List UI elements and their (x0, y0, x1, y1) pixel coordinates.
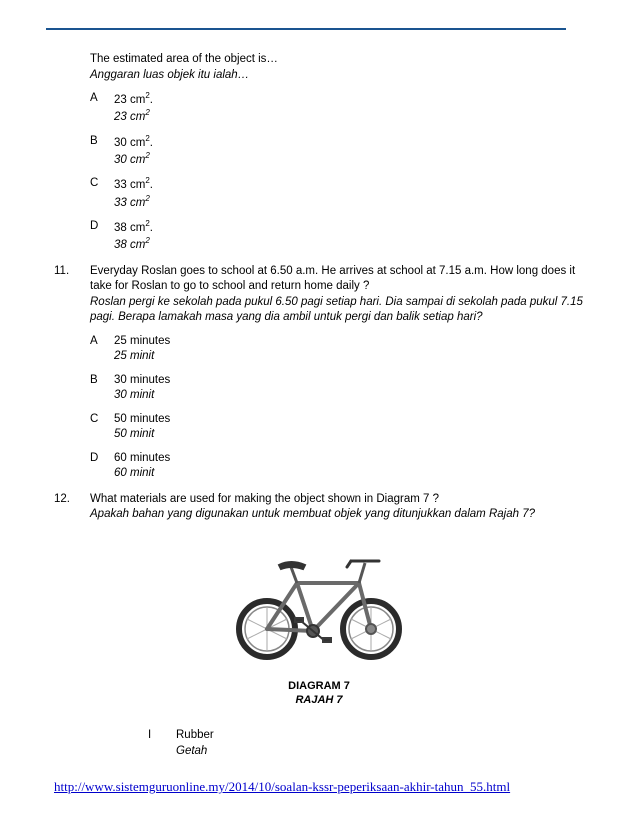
option-letter: A (90, 334, 114, 365)
q11-option: A25 minutes25 minit (90, 334, 584, 365)
option-text-en: 33 cm2. (114, 176, 153, 193)
diagram-label-en: DIAGRAM 7 (54, 679, 584, 694)
q10-block: The estimated area of the object is… Ang… (54, 52, 584, 254)
option-letter: D (90, 451, 114, 482)
q10-stem-ms: Anggaran luas objek itu ialah… (90, 68, 584, 84)
diagram-7 (54, 543, 584, 667)
option-text-ms: 38 cm2 (114, 236, 153, 253)
q12-block: 12. What materials are used for making t… (54, 492, 584, 523)
q10-option: D38 cm2.38 cm2 (90, 219, 584, 254)
q11-option: D60 minutes60 minit (90, 451, 584, 482)
q11-stem-en: Everyday Roslan goes to school at 6.50 a… (90, 264, 584, 295)
q12-option-i-letter: I (148, 728, 176, 759)
option-text-ms: 23 cm2 (114, 108, 153, 125)
q12-option-i: I Rubber Getah (148, 728, 584, 759)
option-text-ms: 50 minit (114, 427, 170, 443)
option-letter: C (90, 176, 114, 211)
q11-block: 11. Everyday Roslan goes to school at 6.… (54, 264, 584, 490)
option-letter: B (90, 373, 114, 404)
option-text-en: 30 cm2. (114, 134, 153, 151)
q11-options: A25 minutes25 minitB30 minutes30 minitC5… (54, 334, 584, 482)
top-rule (46, 28, 566, 30)
q11-option: B30 minutes30 minit (90, 373, 584, 404)
option-text-en: 23 cm2. (114, 91, 153, 108)
option-text-ms: 30 cm2 (114, 151, 153, 168)
option-letter: C (90, 412, 114, 443)
option-text-en: 50 minutes (114, 412, 170, 428)
option-letter: D (90, 219, 114, 254)
q10-stem-en: The estimated area of the object is… (90, 52, 584, 68)
footer-link[interactable]: http://www.sistemguruonline.my/2014/10/s… (54, 778, 510, 796)
q11-option: C50 minutes50 minit (90, 412, 584, 443)
option-text-en: 25 minutes (114, 334, 170, 350)
q12-stem-en: What materials are used for making the o… (90, 492, 584, 508)
option-text-en: 30 minutes (114, 373, 170, 389)
option-text-ms: 25 minit (114, 349, 170, 365)
q12-stem-ms: Apakah bahan yang digunakan untuk membua… (90, 507, 584, 523)
option-letter: A (90, 91, 114, 126)
q10-option: A23 cm2.23 cm2 (90, 91, 584, 126)
q10-option: C33 cm2.33 cm2 (90, 176, 584, 211)
q12-option-i-ms: Getah (176, 744, 214, 760)
option-text-ms: 60 minit (114, 466, 170, 482)
q10-option: B30 cm2.30 cm2 (90, 134, 584, 169)
q11-stem-ms: Roslan pergi ke sekolah pada pukul 6.50 … (90, 295, 584, 326)
bicycle-icon (219, 543, 419, 661)
option-text-ms: 30 minit (114, 388, 170, 404)
option-text-en: 38 cm2. (114, 219, 153, 236)
q10-options: A23 cm2.23 cm2B30 cm2.30 cm2C33 cm2.33 c… (54, 91, 584, 254)
option-letter: B (90, 134, 114, 169)
q12-number: 12. (54, 492, 90, 523)
diagram-label-ms: RAJAH 7 (54, 693, 584, 708)
diagram-label: DIAGRAM 7 RAJAH 7 (54, 679, 584, 709)
option-text-ms: 33 cm2 (114, 194, 153, 211)
q12-option-i-en: Rubber (176, 728, 214, 744)
option-text-en: 60 minutes (114, 451, 170, 467)
